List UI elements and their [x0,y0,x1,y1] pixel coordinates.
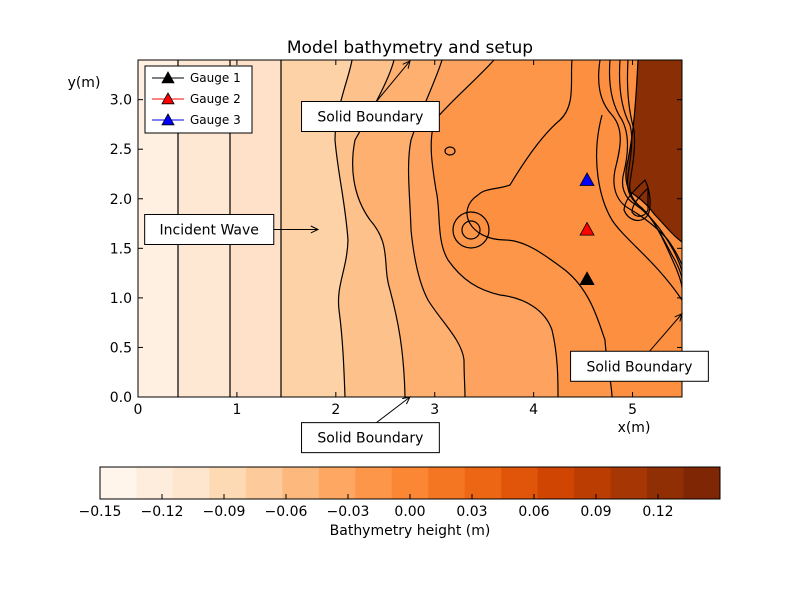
shoal-contour [461,220,481,240]
x-tick-label: 1 [232,402,241,418]
annotation-box [570,350,709,382]
x-tick-label: 5 [628,402,637,418]
colorbar-segment [245,467,283,499]
colorbar-segment [574,467,612,499]
colorbar-segment [282,467,320,499]
colorbar-segment [647,467,685,499]
x-tick-label: 3 [430,402,439,418]
contour-line [623,178,651,222]
gauge-marker-3 [579,172,595,186]
annotation-arrow [649,313,683,352]
contour-line [598,60,682,266]
contour-line [466,60,613,397]
y-axis-ticks: 0.0 0.5 1.0 1.5 2.0 2.5 3.0 [110,93,682,406]
y-tick-label: 0.0 [110,390,132,406]
legend-label: Gauge 3 [190,113,241,127]
annotation-arrowhead [674,312,683,322]
legend: Gauge 1 Gauge 2 Gauge 3 [144,65,253,134]
annotation-arrowhead [402,60,411,69]
legend-marker [161,113,175,126]
contour-line [631,186,649,217]
annotation-1: Incident Wave [144,213,320,245]
y-tick-label: 3.0 [110,93,132,109]
x-axis-label: x(m) [618,420,651,436]
colorbar-tick-label: −0.15 [79,504,122,520]
annotation-4: Solid Boundary [570,312,709,382]
annotation-text: Incident Wave [160,222,259,238]
gauge-marker-2 [579,221,595,236]
colorbar: −0.15 −0.12 −0.09 −0.06 −0.03 0.00 0.03 0.06 0.0… [79,466,721,520]
chart-title: Model bathymetry and setup [287,38,533,58]
colorbar-segment [209,467,247,499]
colorbar-segment [428,467,466,499]
colorbar-tick-label: −0.06 [265,504,308,520]
annotation-2: Solid Boundary [301,60,440,132]
annotation-box [301,422,440,454]
colorbar-tick-label: −0.03 [327,504,370,520]
contour-line [618,60,682,281]
x-tick-label: 2 [331,402,340,418]
annotation-box [301,100,440,132]
y-tick-label: 1.0 [110,291,132,307]
annotation-arrowhead [310,225,320,234]
colorbar-segment [610,467,648,499]
gauge-markers [579,172,595,286]
colorbar-segment [136,467,174,499]
annotation-arrowhead [402,396,411,405]
colorbar-segment [318,467,356,499]
colorbar-tick-label: −0.09 [203,504,246,520]
annotation-arrow [376,396,411,424]
annotations: Incident Wave Solid Boundary Solid Boundar… [144,60,709,454]
contour-line [608,60,682,273]
region-band-9 [466,60,682,397]
legend-marker [161,71,175,84]
annotation-text: Solid Boundary [317,431,423,447]
annotation-box [144,213,275,245]
y-axis-label: y(m) [68,75,101,91]
colorbar-segment [464,467,502,499]
colorbar-segment [391,467,429,499]
annotation-text: Solid Boundary [586,359,692,375]
colorbar-tick-label: 0.03 [456,504,487,520]
legend-label: Gauge 2 [190,92,241,106]
y-tick-label: 2.0 [110,192,132,208]
contour-line [626,60,682,289]
colorbar-segment [355,467,393,499]
colorbar-tick-label: 0.06 [518,504,549,520]
colorbar-tick-label: 0.09 [580,504,611,520]
colorbar-tick-label: −0.12 [141,504,184,520]
shoal-contour [444,146,456,156]
legend-label: Gauge 1 [190,71,241,85]
colorbar-segment [683,467,721,499]
colorbar-label: Bathymetry height (m) [330,523,491,539]
y-tick-label: 0.5 [110,340,132,356]
annotation-3: Solid Boundary [301,396,440,454]
x-tick-label: 4 [529,402,538,418]
contour-line [596,114,682,301]
colorbar-tick-label: 0.00 [394,504,425,520]
colorbar-segment [537,467,575,499]
colorbar-tick-label: 0.12 [642,504,673,520]
colorbar-segment [100,467,137,499]
colorbar-segment [501,467,539,499]
x-axis-ticks: 0 1 2 3 4 5 [134,60,637,418]
plot-area [138,60,682,397]
shoal-contour [452,211,490,249]
colorbar-segment [172,467,210,499]
annotation-arrow [375,60,411,102]
y-tick-label: 1.5 [110,241,132,257]
annotation-text: Solid Boundary [317,109,423,125]
gauge-marker-1 [579,271,595,286]
x-tick-label: 0 [134,402,143,418]
legend-marker [161,92,175,105]
y-tick-label: 2.5 [110,142,132,158]
